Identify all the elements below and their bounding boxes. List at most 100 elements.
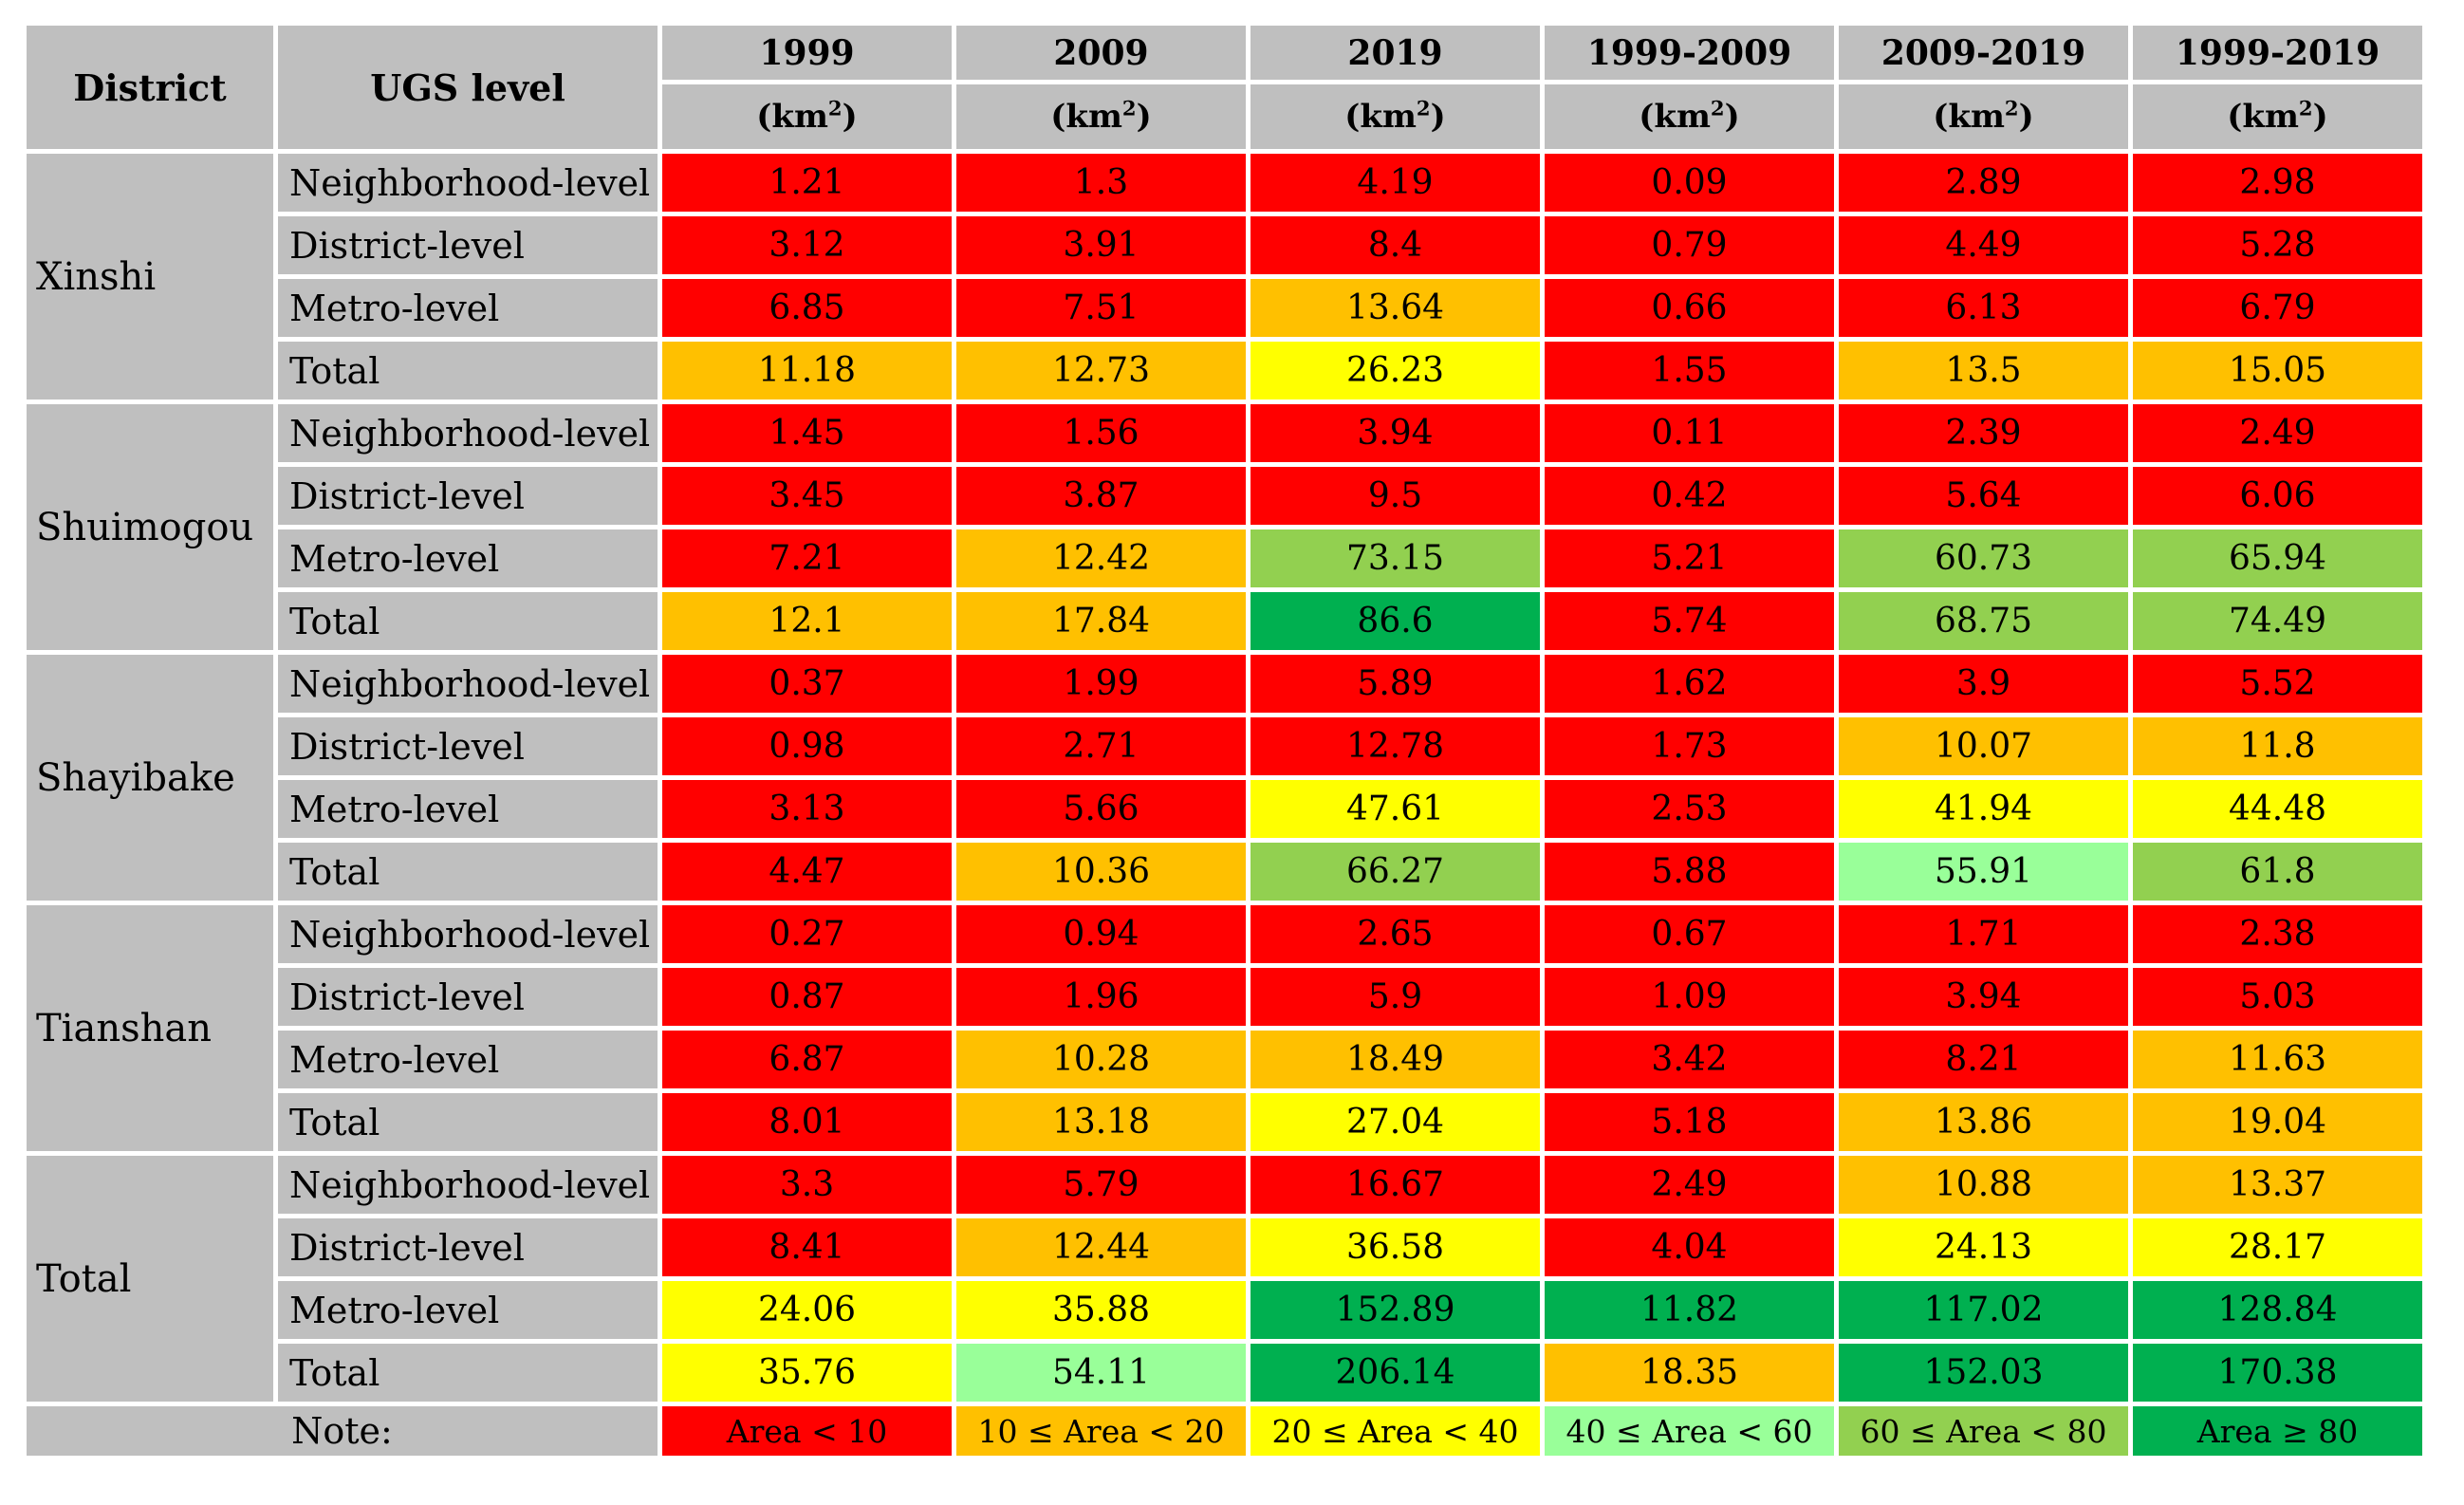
value-cell: 6.06 xyxy=(2133,467,2422,525)
district-cell: Shuimogou xyxy=(27,404,273,650)
ugs-level-cell: Neighborhood-level xyxy=(278,1156,658,1214)
table-row: Tianshan Neighborhood-level 0.27 0.94 2.65 0.… xyxy=(27,905,2422,1151)
ugs-level-cell: Metro-level xyxy=(278,1281,658,1339)
value-cell: 3.87 xyxy=(956,467,1246,525)
value-cell: 206.14 xyxy=(1251,1344,1540,1402)
unit-text: ) xyxy=(1430,98,1446,136)
value-cell: 13.86 xyxy=(1839,1093,2128,1151)
value-cell: 3.42 xyxy=(1545,1031,1834,1088)
table-row: District-level 3.45 3.87 9.5 0.42 5.64 6.06 xyxy=(27,467,2422,525)
value-cell: 2.49 xyxy=(1545,1156,1834,1214)
value-cell: 66.27 xyxy=(1251,843,1540,901)
table-row: Metro-level 6.87 10.28 18.49 3.42 8.21 11.63 xyxy=(27,1031,2422,1088)
unit-superscript: 2 xyxy=(2004,96,2019,121)
unit-text: ) xyxy=(1724,98,1740,136)
ugs-level-cell: Neighborhood-level xyxy=(278,404,658,462)
header-unit: (km2) xyxy=(2133,84,2422,149)
note-label: Note: xyxy=(27,1406,658,1456)
table-row: Shayibake Neighborhood-level 0.37 1.99 5.89 1… xyxy=(27,655,2422,901)
value-cell: 61.8 xyxy=(2133,843,2422,901)
ugs-level-cell: District-level xyxy=(278,1218,658,1276)
ugs-level-cell: Neighborhood-level xyxy=(278,655,658,713)
table-row: Metro-level 3.13 5.66 47.61 2.53 41.94 44.48 xyxy=(27,780,2422,838)
ugs-level-cell: District-level xyxy=(278,717,658,775)
value-cell: 28.17 xyxy=(2133,1218,2422,1276)
value-cell: 13.37 xyxy=(2133,1156,2422,1214)
unit-text: ) xyxy=(2018,98,2034,136)
table-row: Total 4.47 10.36 66.27 5.88 55.91 61.8 xyxy=(27,843,2422,901)
ugs-area-table: District UGS level 1999 2009 2019 1999-2… xyxy=(22,21,2427,1460)
header-unit: (km2) xyxy=(1545,84,1834,149)
value-cell: 5.03 xyxy=(2133,968,2422,1026)
value-cell: 12.73 xyxy=(956,342,1246,399)
legend-item-0: Area < 10 xyxy=(662,1406,952,1456)
ugs-level-cell: Total xyxy=(278,592,658,650)
value-cell: 0.87 xyxy=(662,968,952,1026)
value-cell: 1.99 xyxy=(956,655,1246,713)
value-cell: 6.79 xyxy=(2133,279,2422,337)
ugs-level-cell: Total xyxy=(278,843,658,901)
value-cell: 65.94 xyxy=(2133,530,2422,587)
ugs-level-cell: Neighborhood-level xyxy=(278,905,658,963)
value-cell: 1.71 xyxy=(1839,905,2128,963)
legend-item-4: 60 ≤ Area < 80 xyxy=(1839,1406,2128,1456)
value-cell: 11.63 xyxy=(2133,1031,2422,1088)
table-row: Total Neighborhood-level 3.3 5.79 16.67 2.49 1… xyxy=(27,1156,2422,1402)
value-cell: 7.21 xyxy=(662,530,952,587)
value-cell: 54.11 xyxy=(956,1344,1246,1402)
unit-superscript: 2 xyxy=(1710,96,1725,121)
value-cell: 2.98 xyxy=(2133,154,2422,212)
value-cell: 0.79 xyxy=(1545,216,1834,274)
value-cell: 3.13 xyxy=(662,780,952,838)
value-cell: 3.94 xyxy=(1839,968,2128,1026)
value-cell: 3.12 xyxy=(662,216,952,274)
value-cell: 1.56 xyxy=(956,404,1246,462)
unit-superscript: 2 xyxy=(1416,96,1431,121)
value-cell: 10.36 xyxy=(956,843,1246,901)
value-cell: 2.49 xyxy=(2133,404,2422,462)
unit-superscript: 2 xyxy=(1121,96,1137,121)
value-cell: 0.09 xyxy=(1545,154,1834,212)
value-cell: 10.28 xyxy=(956,1031,1246,1088)
value-cell: 41.94 xyxy=(1839,780,2128,838)
value-cell: 24.13 xyxy=(1839,1218,2128,1276)
unit-superscript: 2 xyxy=(2298,96,2313,121)
value-cell: 0.37 xyxy=(662,655,952,713)
value-cell: 7.51 xyxy=(956,279,1246,337)
value-cell: 5.66 xyxy=(956,780,1246,838)
ugs-level-cell: District-level xyxy=(278,968,658,1026)
value-cell: 8.41 xyxy=(662,1218,952,1276)
value-cell: 4.49 xyxy=(1839,216,2128,274)
header-row-units: (km2) (km2) (km2) (km2) (km2) (km2) xyxy=(27,84,2422,149)
unit-text: (km xyxy=(1344,98,1417,136)
value-cell: 13.64 xyxy=(1251,279,1540,337)
value-cell: 1.55 xyxy=(1545,342,1834,399)
value-cell: 11.18 xyxy=(662,342,952,399)
ugs-area-table-page: District UGS level 1999 2009 2019 1999-2… xyxy=(22,21,2427,1460)
value-cell: 35.76 xyxy=(662,1344,952,1402)
ugs-level-cell: Metro-level xyxy=(278,780,658,838)
value-cell: 8.21 xyxy=(1839,1031,2128,1088)
value-cell: 5.52 xyxy=(2133,655,2422,713)
header-unit: (km2) xyxy=(956,84,1246,149)
header-year-2019: 2019 xyxy=(1251,26,1540,80)
ugs-level-cell: Metro-level xyxy=(278,1031,658,1088)
unit-text: ) xyxy=(1136,98,1152,136)
value-cell: 2.39 xyxy=(1839,404,2128,462)
value-cell: 2.89 xyxy=(1839,154,2128,212)
legend-item-5: Area ≥ 80 xyxy=(2133,1406,2422,1456)
header-year-1999-2009: 1999-2009 xyxy=(1545,26,1834,80)
value-cell: 74.49 xyxy=(2133,592,2422,650)
ugs-level-cell: Total xyxy=(278,342,658,399)
ugs-level-cell: Neighborhood-level xyxy=(278,154,658,212)
header-ugs-level: UGS level xyxy=(278,26,658,149)
value-cell: 0.67 xyxy=(1545,905,1834,963)
value-cell: 152.89 xyxy=(1251,1281,1540,1339)
table-row: Metro-level 6.85 7.51 13.64 0.66 6.13 6.79 xyxy=(27,279,2422,337)
value-cell: 60.73 xyxy=(1839,530,2128,587)
value-cell: 2.53 xyxy=(1545,780,1834,838)
unit-text: (km xyxy=(1933,98,2005,136)
header-year-2009-2019: 2009-2019 xyxy=(1839,26,2128,80)
value-cell: 4.19 xyxy=(1251,154,1540,212)
value-cell: 2.65 xyxy=(1251,905,1540,963)
